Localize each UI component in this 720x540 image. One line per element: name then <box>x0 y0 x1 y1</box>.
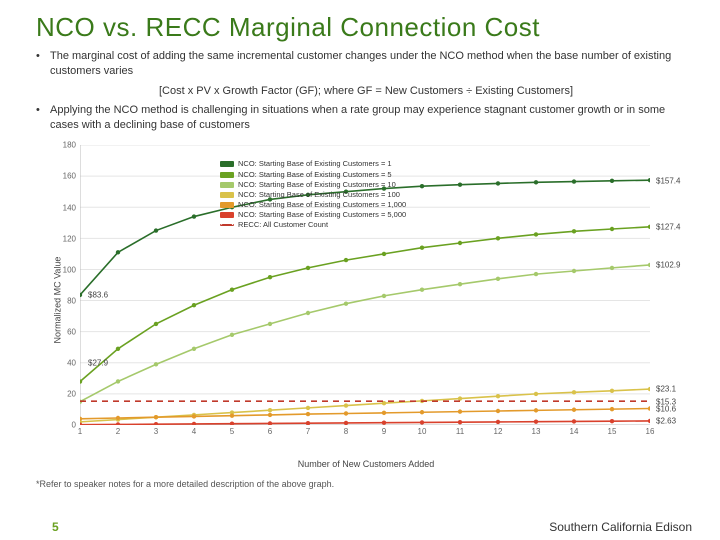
series-start-label: $27.9 <box>88 359 108 368</box>
chart: Normalized MC Value 02040608010012014016… <box>36 135 696 465</box>
legend-swatch-icon <box>220 202 234 208</box>
xtick: 10 <box>418 425 427 436</box>
series-start-label: $83.6 <box>88 291 108 300</box>
xtick: 7 <box>306 425 310 436</box>
ytick: 100 <box>63 265 80 274</box>
series-end-label: $102.9 <box>656 261 680 270</box>
bullet-1-text: The marginal cost of adding the same inc… <box>50 49 696 79</box>
xtick: 9 <box>382 425 386 436</box>
series-end-label: $127.4 <box>656 223 680 232</box>
legend-item: NCO: Starting Base of Existing Customers… <box>220 159 406 169</box>
ytick: 160 <box>63 172 80 181</box>
xtick: 5 <box>230 425 234 436</box>
ytick: 140 <box>63 203 80 212</box>
legend-swatch-icon <box>220 182 234 188</box>
series-end-label: $23.1 <box>656 385 676 394</box>
xtick: 6 <box>268 425 272 436</box>
legend-swatch-icon <box>220 212 234 218</box>
ytick: 120 <box>63 234 80 243</box>
xtick: 13 <box>532 425 541 436</box>
series-end-label: $2.63 <box>656 417 676 426</box>
xtick: 11 <box>456 425 464 436</box>
bullet-dot-icon: • <box>36 49 50 64</box>
ytick: 180 <box>63 141 80 150</box>
xtick: 12 <box>494 425 503 436</box>
legend-label: RECC: All Customer Count <box>238 220 328 230</box>
xtick: 4 <box>192 425 196 436</box>
ytick: 80 <box>67 296 80 305</box>
legend-swatch-icon <box>220 172 234 178</box>
bullet-2: • Applying the NCO method is challenging… <box>36 103 696 133</box>
legend-swatch-icon <box>220 161 234 167</box>
chart-ylabel: Normalized MC Value <box>52 257 62 344</box>
slide-footer: 5 Southern California Edison <box>0 520 720 534</box>
legend-item: NCO: Starting Base of Existing Customers… <box>220 180 406 190</box>
xtick: 8 <box>344 425 348 436</box>
legend-label: NCO: Starting Base of Existing Customers… <box>238 190 400 200</box>
ytick: 40 <box>67 359 80 368</box>
slide-root: NCO vs. RECC Marginal Connection Cost • … <box>0 0 720 540</box>
legend-swatch-icon <box>220 192 234 198</box>
bullet-dot-icon: • <box>36 103 50 118</box>
bullet-1: • The marginal cost of adding the same i… <box>36 49 696 79</box>
ytick: 20 <box>67 390 80 399</box>
legend-item: RECC: All Customer Count <box>220 220 406 230</box>
legend-label: NCO: Starting Base of Existing Customers… <box>238 210 406 220</box>
page-number: 5 <box>52 520 59 534</box>
chart-footnote: *Refer to speaker notes for a more detai… <box>36 479 696 489</box>
legend-item: NCO: Starting Base of Existing Customers… <box>220 170 406 180</box>
legend-item: NCO: Starting Base of Existing Customers… <box>220 190 406 200</box>
ytick: 60 <box>67 328 80 337</box>
slide-title: NCO vs. RECC Marginal Connection Cost <box>36 12 696 43</box>
xtick: 14 <box>570 425 579 436</box>
legend-swatch-icon <box>220 224 234 226</box>
legend-item: NCO: Starting Base of Existing Customers… <box>220 210 406 220</box>
bullet-2-text: Applying the NCO method is challenging i… <box>50 103 696 133</box>
legend-item: NCO: Starting Base of Existing Customers… <box>220 200 406 210</box>
xtick: 15 <box>608 425 617 436</box>
legend-label: NCO: Starting Base of Existing Customers… <box>238 180 396 190</box>
formula-text: [Cost x PV x Growth Factor (GF); where G… <box>36 85 696 97</box>
series-end-label: $15.3 <box>656 397 676 406</box>
xtick: 1 <box>78 425 82 436</box>
chart-legend: NCO: Starting Base of Existing Customers… <box>220 159 406 230</box>
series-end-label: $157.4 <box>656 176 680 185</box>
legend-label: NCO: Starting Base of Existing Customers… <box>238 159 392 169</box>
brand-name: Southern California Edison <box>549 520 692 534</box>
xtick: 2 <box>116 425 120 436</box>
chart-xlabel: Number of New Customers Added <box>36 459 696 469</box>
legend-label: NCO: Starting Base of Existing Customers… <box>238 200 406 210</box>
legend-label: NCO: Starting Base of Existing Customers… <box>238 170 392 180</box>
xtick: 16 <box>646 425 655 436</box>
chart-plot: 0204060801001201401601801234567891011121… <box>80 145 650 425</box>
xtick: 3 <box>154 425 158 436</box>
